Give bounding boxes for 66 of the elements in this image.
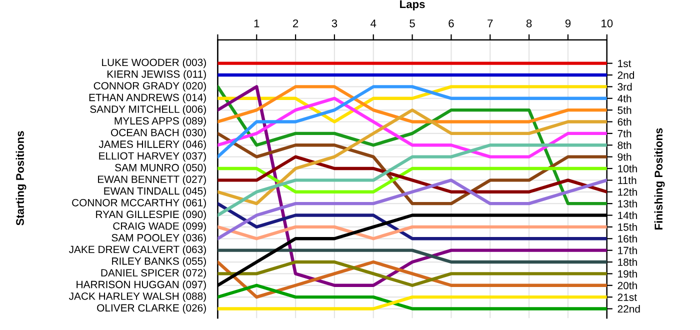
series-label: OCEAN BACH (030) bbox=[110, 128, 206, 138]
y2-tick-label: 8th bbox=[618, 141, 632, 150]
line-series bbox=[218, 202, 607, 240]
line-series bbox=[218, 155, 607, 194]
series-label: JAKE DREW CALVERT (063) bbox=[68, 245, 206, 256]
series-label: EWAN BENNETT (027) bbox=[98, 175, 206, 186]
series-label: MYLES APPS (089) bbox=[114, 116, 206, 127]
y2-tick-label: 12th bbox=[618, 188, 637, 196]
y2-tick-label: 4th bbox=[618, 94, 632, 102]
y2-tick-label: 9th bbox=[618, 153, 632, 161]
x-axis-title: Laps bbox=[400, 0, 425, 10]
series-label: SAM MUNRO (050) bbox=[115, 164, 206, 174]
series-label: LUKE WOODER (003) bbox=[102, 58, 206, 68]
line-series bbox=[218, 178, 607, 240]
x-tick-label: 1 bbox=[254, 20, 260, 28]
x-tick-label: 3 bbox=[332, 19, 338, 28]
line-series bbox=[218, 96, 607, 158]
x-tick-label: 4 bbox=[370, 20, 376, 28]
x-tick-label: 6 bbox=[448, 19, 454, 28]
y2-tick-label: 5th bbox=[618, 106, 632, 114]
x-tick-label: 7 bbox=[488, 20, 493, 28]
line-series bbox=[218, 108, 607, 206]
series-label: JAMES HILLERY (046) bbox=[98, 140, 206, 150]
y2-tick-label: 19th bbox=[618, 270, 637, 278]
series-label: OLIVER CLARKE (026) bbox=[97, 304, 206, 314]
series-label: ELLIOT HARVEY (037) bbox=[99, 152, 206, 162]
series-label: RYAN GILLESPIE (090) bbox=[96, 210, 206, 220]
y2-tick-label: 16th bbox=[618, 234, 637, 243]
series-label: SANDY MITCHELL (006) bbox=[90, 105, 206, 115]
y2-tick-label: 13th bbox=[618, 200, 637, 208]
y2-tick-label: 10th bbox=[618, 164, 637, 172]
series-label: CRAIG WADE (099) bbox=[113, 222, 206, 232]
y2-tick-label: 15th bbox=[618, 223, 637, 231]
line-series bbox=[218, 132, 607, 206]
y2-tick-label: 2nd bbox=[618, 71, 634, 79]
y2-tick-label: 14th bbox=[618, 211, 637, 220]
y2-tick-label: 21st bbox=[618, 294, 637, 301]
y2-tick-label: 6th bbox=[618, 118, 632, 126]
y2-axis-title: Finishing Positions bbox=[654, 128, 665, 230]
series-label: HARRISON HUGGAN (097) bbox=[76, 280, 206, 290]
y2-tick-label: 3rd bbox=[618, 82, 632, 91]
x-tick-label: 9 bbox=[565, 19, 571, 28]
y2-tick-label: 17th bbox=[618, 246, 637, 254]
y2-tick-label: 20th bbox=[618, 282, 637, 290]
series-label: ETHAN ANDREWS (014) bbox=[89, 94, 206, 104]
line-series bbox=[218, 144, 607, 217]
x-tick-label: 2 bbox=[293, 19, 298, 28]
x-tick-label: 8 bbox=[526, 19, 532, 28]
y2-tick-label: 1st bbox=[618, 60, 632, 68]
line-series bbox=[218, 260, 607, 299]
y2-tick-label: 11th bbox=[618, 176, 636, 184]
y2-tick-label: 22nd bbox=[618, 304, 640, 313]
text: Starting Positions bbox=[16, 131, 26, 226]
series-label: EWAN TINDALL (045) bbox=[104, 187, 206, 197]
series-label: CONNOR MCCARTHY (061) bbox=[72, 198, 206, 208]
y2-tick-label: 18th bbox=[618, 258, 637, 266]
series-label: CONNOR GRADY (020) bbox=[94, 82, 206, 92]
x-tick-label: 10 bbox=[602, 19, 613, 28]
series-label: KIERN JEWISS (011) bbox=[107, 70, 206, 80]
y2-tick-label: 7th bbox=[618, 130, 632, 138]
series-label: DANIEL SPICER (072) bbox=[101, 268, 206, 279]
series-label: RILEY BANKS (055) bbox=[112, 257, 206, 267]
line-series bbox=[218, 85, 607, 158]
series-label: JACK HARLEY WALSH (088) bbox=[68, 292, 206, 302]
series-label: SAM POOLEY (036) bbox=[112, 234, 206, 244]
x-tick-label: 5 bbox=[410, 20, 415, 28]
